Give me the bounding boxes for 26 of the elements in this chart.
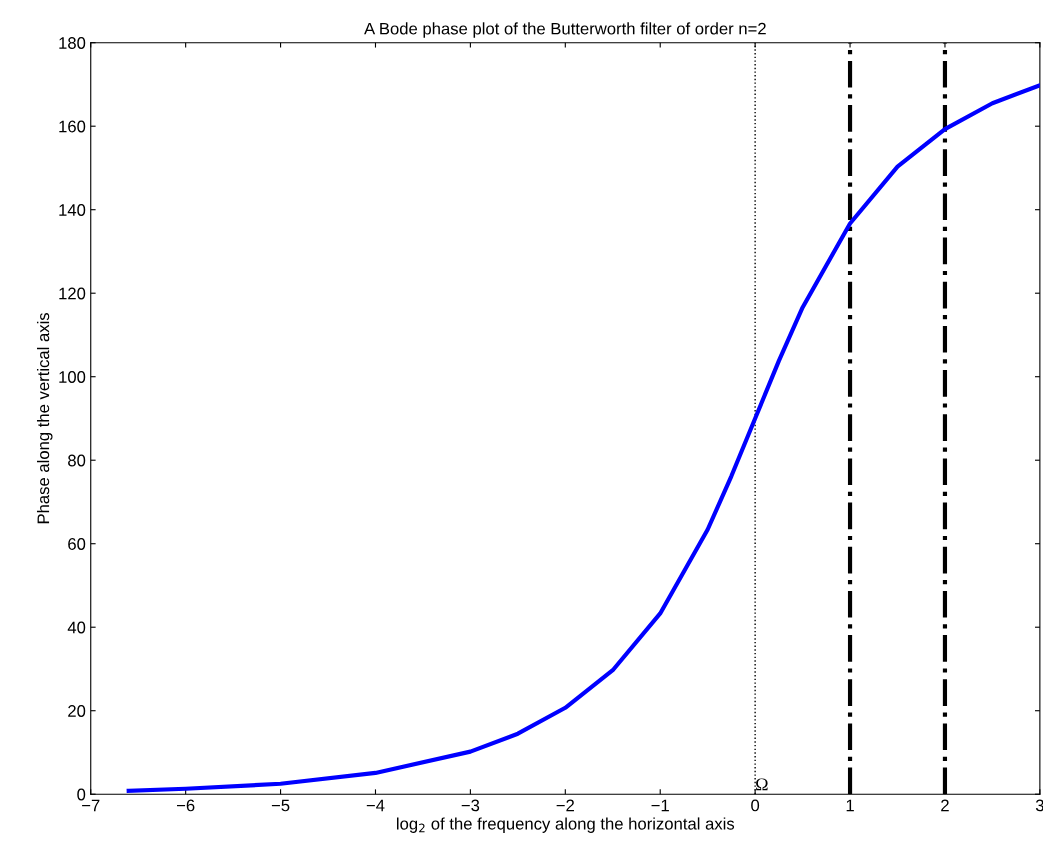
y-tick-label: 120 — [59, 287, 86, 300]
x-tick-label: −7 — [82, 799, 100, 812]
ref-line-label: Ω — [756, 778, 768, 791]
y-tick-label: 160 — [59, 120, 86, 133]
y-tick-label: 80 — [68, 454, 86, 467]
x-axis-title: log$_{2}$ of the frequency along the horizontal axis — [397, 817, 735, 833]
y-tick-label: 40 — [67, 621, 86, 634]
y-tick-label: 100 — [59, 371, 86, 383]
chart-title: A Bode phase plot of the Butterworth filter of order n=2 — [364, 22, 766, 38]
y-axis-title: Phase along the vertical axis — [36, 312, 53, 524]
x-tick-label: −2 — [556, 799, 574, 812]
y-tick-label: 0 — [77, 788, 86, 801]
x-tick-label: −4 — [366, 799, 385, 812]
x-tick-label: 1 — [846, 799, 854, 812]
x-tick-label: 0 — [751, 799, 760, 812]
x-tick-label: −5 — [271, 799, 290, 812]
y-tick-label: 140 — [59, 204, 86, 216]
x-tick-label: 2 — [941, 799, 949, 812]
x-tick-label: −1 — [651, 799, 669, 812]
y-tick-label: 60 — [68, 538, 86, 550]
x-tick-label: 3 — [1035, 799, 1043, 812]
x-tick-label: −3 — [461, 799, 480, 812]
y-tick-label: 20 — [68, 705, 86, 717]
line-series — [126, 83, 1040, 793]
y-tick-label: 180 — [59, 37, 86, 49]
x-tick-label: −6 — [176, 799, 195, 812]
